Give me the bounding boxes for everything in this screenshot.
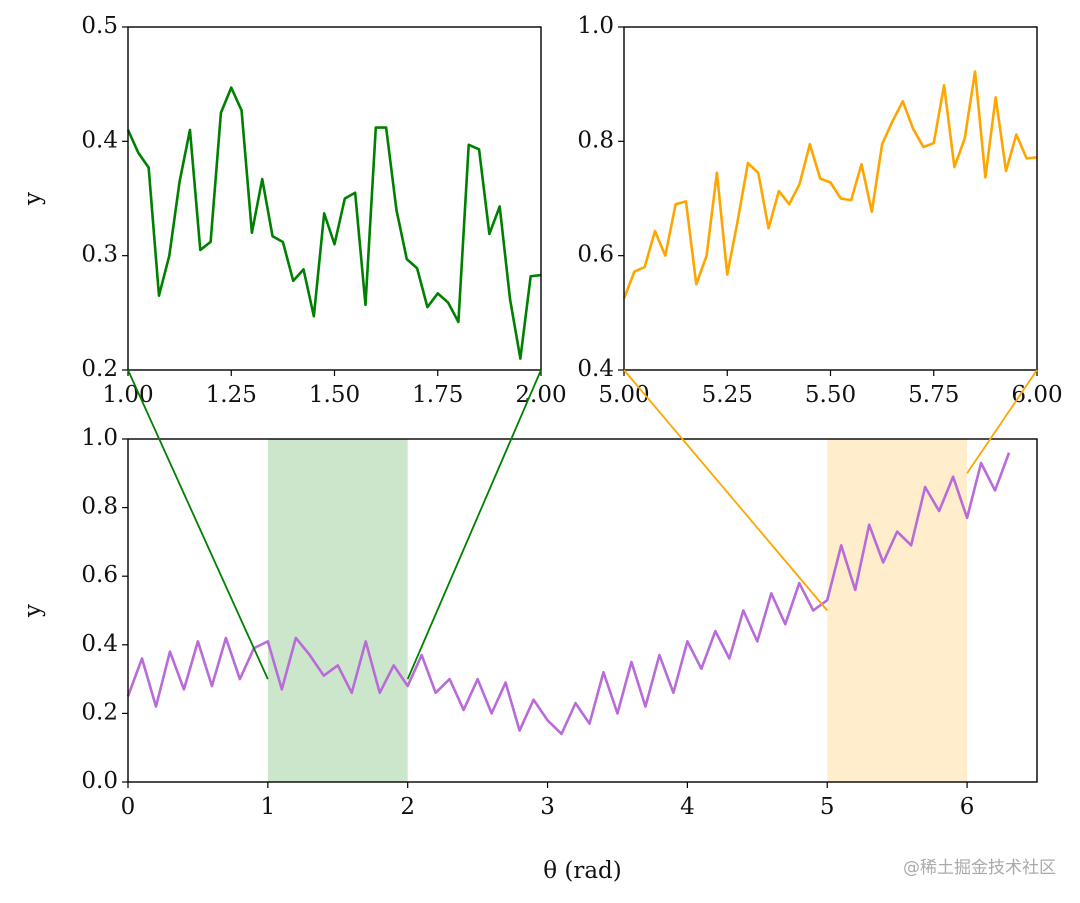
x-tick-label: 1.50	[309, 382, 360, 408]
y-tick-label: 0.8	[577, 127, 614, 153]
data-line	[126, 452, 1011, 736]
y-tick-label: 0.6	[577, 242, 614, 268]
zoom-connector	[623, 369, 828, 612]
data-line	[126, 86, 542, 360]
y-tick-label: 0.4	[81, 127, 118, 153]
x-tick-label: 5.75	[908, 382, 959, 408]
y-tick-label: 0.3	[81, 242, 118, 268]
x-tick-label: 6	[960, 794, 975, 820]
zoom-connector	[966, 369, 1038, 474]
x-tick-label: 5.25	[702, 382, 753, 408]
x-tick-label: 3	[540, 794, 555, 820]
x-tick-label: 5.00	[598, 382, 649, 408]
x-tick-label: 1.00	[102, 382, 153, 408]
data-line	[622, 70, 1038, 300]
x-tick-label: 1	[261, 794, 276, 820]
watermark: @稀土掘金技术社区	[903, 858, 1056, 878]
x-axis-label: θ (rad)	[543, 858, 622, 884]
zoom-connector	[127, 369, 269, 680]
y-tick-label: 0.0	[81, 768, 118, 794]
x-tick-label: 5	[820, 794, 835, 820]
y-tick-label: 1.0	[81, 425, 118, 451]
y-tick-label: 1.0	[577, 13, 614, 39]
y-tick-label: 0.6	[81, 562, 118, 588]
x-tick-label: 5.50	[805, 382, 856, 408]
y-axis-label: y	[20, 604, 46, 618]
x-tick-label: 0	[121, 794, 136, 820]
axes-frame	[127, 438, 1038, 783]
x-tick-label: 2	[400, 794, 415, 820]
y-tick-label: 0.8	[81, 494, 118, 520]
y-tick-label: 0.5	[81, 13, 118, 39]
zoom-connector	[406, 369, 542, 680]
y-tick-label: 0.2	[81, 699, 118, 725]
y-tick-label: 0.2	[81, 356, 118, 382]
x-tick-label: 1.25	[206, 382, 257, 408]
x-tick-label: 4	[680, 794, 695, 820]
y-tick-label: 0.4	[81, 631, 118, 657]
x-tick-label: 2.00	[515, 382, 566, 408]
x-tick-label: 1.75	[412, 382, 463, 408]
highlight-span	[267, 439, 408, 782]
y-tick-label: 0.4	[577, 356, 614, 382]
y-axis-label: y	[20, 192, 46, 206]
